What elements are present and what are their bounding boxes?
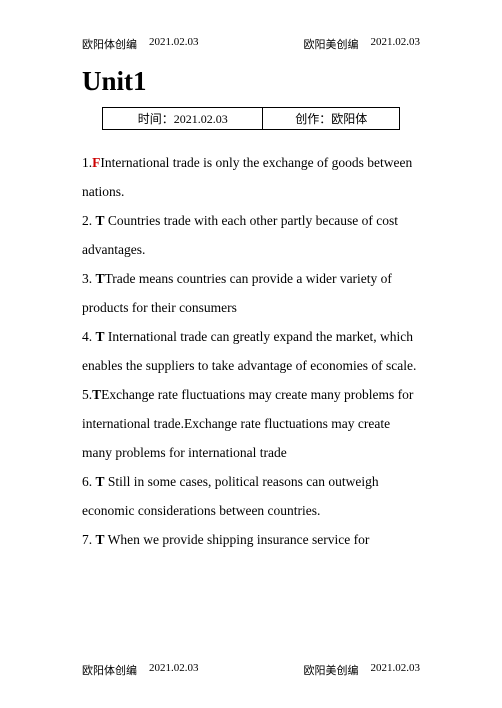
header-right-date: 2021.02.03 (371, 36, 421, 52)
item-num: 1. (82, 155, 92, 170)
footer-right-label: 欧阳美创编 (304, 662, 359, 678)
footer-right-date: 2021.02.03 (371, 662, 421, 678)
item-text: Still in some cases, political reasons c… (82, 474, 379, 518)
meta-box: 时间：2021.02.03 创作：欧阳体 (102, 107, 400, 130)
item-mark: T (96, 532, 105, 547)
item-mark: T (96, 213, 105, 228)
item-num: 4. (82, 329, 96, 344)
item-text: Trade means countries can provide a wide… (82, 271, 392, 315)
item-num: 3. (82, 271, 96, 286)
list-item: 3. TTrade means countries can provide a … (82, 264, 420, 322)
item-num: 7. (82, 532, 96, 547)
item-text: Countries trade with each other partly b… (82, 213, 398, 257)
item-mark: T (96, 271, 105, 286)
item-num: 6. (82, 474, 96, 489)
footer-right: 欧阳美创编 2021.02.03 (304, 662, 421, 678)
header-left-date: 2021.02.03 (149, 36, 199, 52)
header-right: 欧阳美创编 2021.02.03 (304, 36, 421, 52)
list-item: 4. T International trade can greatly exp… (82, 322, 420, 380)
header-left: 欧阳体创编 2021.02.03 (82, 36, 199, 52)
list-item: 2. T Countries trade with each other par… (82, 206, 420, 264)
list-item: 5.TExchange rate fluctuations may create… (82, 380, 420, 467)
footer-left-date: 2021.02.03 (149, 662, 199, 678)
footer-left-label: 欧阳体创编 (82, 662, 137, 678)
content-body: 1.FInternational trade is only the excha… (82, 148, 420, 554)
footer-left: 欧阳体创编 2021.02.03 (82, 662, 199, 678)
item-mark: T (96, 329, 105, 344)
page-footer: 欧阳体创编 2021.02.03 欧阳美创编 2021.02.03 (82, 662, 420, 678)
item-num: 5. (82, 387, 92, 402)
item-text: International trade is only the exchange… (82, 155, 412, 199)
item-mark: T (96, 474, 105, 489)
page-title: Unit1 (82, 66, 420, 97)
item-num: 2. (82, 213, 96, 228)
header-left-label: 欧阳体创编 (82, 36, 137, 52)
item-text: When we provide shipping insurance servi… (105, 532, 370, 547)
header-right-label: 欧阳美创编 (304, 36, 359, 52)
list-item: 6. T Still in some cases, political reas… (82, 467, 420, 525)
list-item: 1.FInternational trade is only the excha… (82, 148, 420, 206)
item-text: Exchange rate fluctuations may create ma… (82, 387, 413, 460)
item-text: International trade can greatly expand t… (82, 329, 416, 373)
page-header: 欧阳体创编 2021.02.03 欧阳美创编 2021.02.03 (82, 36, 420, 52)
item-mark: T (92, 387, 101, 402)
meta-time: 时间：2021.02.03 (103, 108, 263, 129)
meta-author: 创作：欧阳体 (263, 108, 399, 129)
list-item: 7. T When we provide shipping insurance … (82, 525, 420, 554)
